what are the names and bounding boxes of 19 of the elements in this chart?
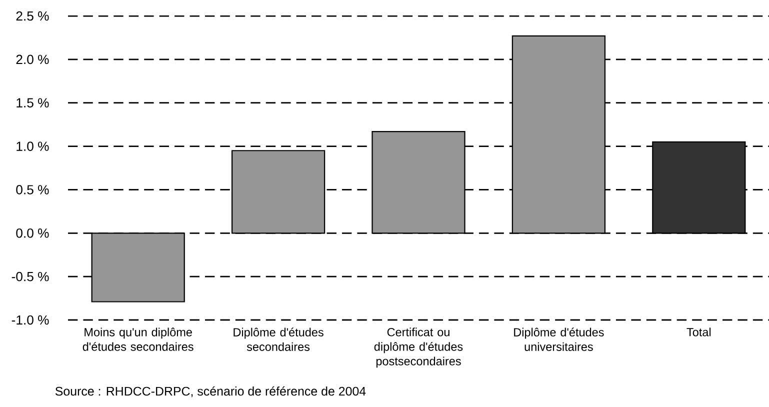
- bar: [372, 130, 466, 234]
- bar: [231, 150, 326, 234]
- x-tick-label: Moins qu'un diplôme d'études secondaires: [82, 328, 194, 351]
- x-tick-label: Total: [686, 328, 711, 336]
- y-tick-label: 0.5 %: [16, 185, 49, 194]
- x-tick-label: Certificat ou diplôme d'études postsecondaires: [374, 328, 463, 368]
- y-tick-label: 2.5 %: [16, 11, 49, 21]
- bar: [652, 141, 746, 234]
- y-tick-label: 0.0 %: [16, 228, 49, 238]
- y-tick-label: -0.5 %: [12, 272, 49, 282]
- bar: [512, 35, 606, 234]
- y-tick-label: -1.0 %: [12, 315, 49, 325]
- y-tick-label: 1.5 %: [16, 98, 49, 108]
- y-tick-label: 1.0 %: [16, 142, 49, 151]
- x-tick-label: Diplôme d'études secondaires: [234, 328, 324, 351]
- bar: [91, 232, 185, 302]
- y-tick-label: 2.0 %: [16, 54, 49, 64]
- source-note: Source : RHDCC-DRPC, scénario de référence de 2004: [55, 386, 366, 398]
- x-tick-label: Diplôme d'études universitaires: [514, 328, 604, 351]
